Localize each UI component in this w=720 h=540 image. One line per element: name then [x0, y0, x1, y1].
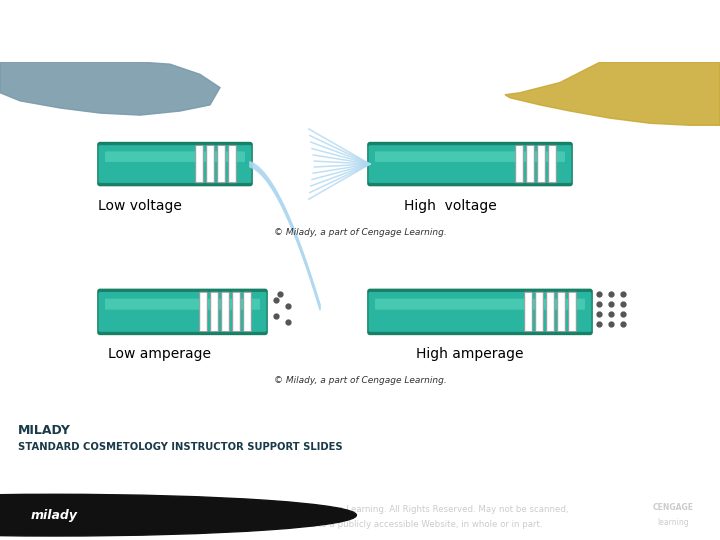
FancyBboxPatch shape [369, 145, 572, 183]
FancyBboxPatch shape [546, 292, 554, 332]
Text: copied, or duplicated, or posted to a publicly accessible Website, in whole or i: copied, or duplicated, or posted to a pu… [178, 519, 542, 529]
FancyBboxPatch shape [516, 145, 523, 183]
FancyBboxPatch shape [105, 151, 245, 162]
Polygon shape [505, 62, 720, 125]
Text: © Milady, a part of Cengage Learning.: © Milady, a part of Cengage Learning. [274, 376, 446, 385]
Text: © Milady, a part of Cengage Learning.: © Milady, a part of Cengage Learning. [274, 228, 446, 237]
FancyBboxPatch shape [222, 292, 229, 332]
FancyBboxPatch shape [233, 292, 240, 332]
FancyBboxPatch shape [99, 292, 266, 332]
FancyBboxPatch shape [369, 292, 592, 332]
Text: learning: learning [657, 518, 689, 527]
FancyBboxPatch shape [229, 145, 236, 183]
FancyBboxPatch shape [243, 292, 251, 332]
Text: Low amperage: Low amperage [109, 347, 212, 361]
FancyBboxPatch shape [375, 151, 565, 162]
FancyBboxPatch shape [105, 299, 260, 309]
FancyBboxPatch shape [538, 145, 545, 183]
Text: High  voltage: High voltage [404, 199, 496, 213]
Text: Electrical Measurements: Electrical Measurements [18, 18, 493, 51]
FancyBboxPatch shape [98, 143, 252, 185]
FancyBboxPatch shape [99, 145, 251, 183]
Circle shape [0, 494, 356, 536]
FancyBboxPatch shape [98, 289, 267, 334]
Text: CENGAGE: CENGAGE [653, 503, 693, 512]
FancyBboxPatch shape [199, 292, 207, 332]
Text: MILADY: MILADY [18, 424, 71, 437]
Text: (continued): (continued) [446, 18, 665, 51]
FancyBboxPatch shape [558, 292, 565, 332]
FancyBboxPatch shape [375, 299, 585, 309]
FancyBboxPatch shape [536, 292, 544, 332]
Text: STANDARD COSMETOLOGY INSTRUCTOR SUPPORT SLIDES: STANDARD COSMETOLOGY INSTRUCTOR SUPPORT … [18, 442, 343, 451]
Text: © Copyright 2012 Milady, a part of Cengage Learning. All Rights Reserved. May no: © Copyright 2012 Milady, a part of Cenga… [151, 505, 569, 514]
Polygon shape [0, 62, 220, 115]
FancyBboxPatch shape [207, 145, 215, 183]
FancyBboxPatch shape [549, 145, 557, 183]
Text: Low voltage: Low voltage [98, 199, 182, 213]
FancyBboxPatch shape [211, 292, 218, 332]
Text: milady: milady [30, 509, 78, 522]
FancyBboxPatch shape [525, 292, 532, 332]
FancyBboxPatch shape [217, 145, 225, 183]
FancyBboxPatch shape [527, 145, 534, 183]
FancyBboxPatch shape [368, 289, 592, 334]
Text: High amperage: High amperage [416, 347, 523, 361]
FancyBboxPatch shape [196, 145, 203, 183]
FancyBboxPatch shape [368, 143, 572, 185]
FancyBboxPatch shape [569, 292, 576, 332]
